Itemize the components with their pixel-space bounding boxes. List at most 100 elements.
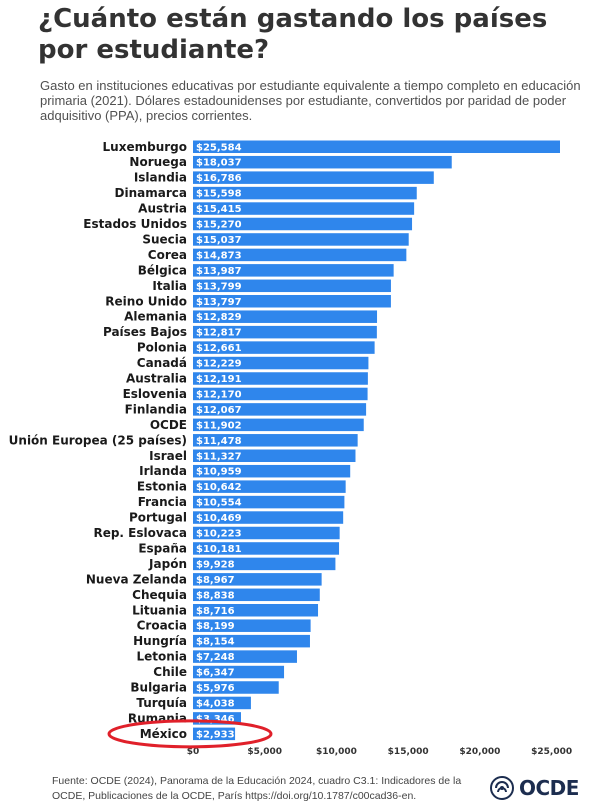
value-label: $6,347 <box>196 668 235 679</box>
bar <box>193 233 409 246</box>
value-label: $15,415 <box>196 204 242 215</box>
category-label: Croacia <box>137 619 187 633</box>
category-label: Hungría <box>133 634 187 648</box>
bar <box>193 727 236 741</box>
category-label: Bélgica <box>138 263 187 277</box>
category-label: Chile <box>153 665 187 679</box>
bar <box>193 480 346 493</box>
value-label: $11,327 <box>196 451 242 462</box>
x-tick-label: $5,000 <box>247 747 282 757</box>
category-label: Chequia <box>132 588 187 602</box>
category-label: Letonia <box>136 650 187 664</box>
bar <box>193 140 560 153</box>
bar <box>193 557 336 571</box>
bar <box>193 449 356 462</box>
source-note: Fuente: OCDE (2024), Panorama de la Educ… <box>52 775 462 802</box>
bar <box>193 588 320 602</box>
category-label: Nueva Zelanda <box>86 572 187 586</box>
chart-subtitle: Gasto en instituciones educativas por es… <box>40 78 581 123</box>
value-label: $12,191 <box>196 374 242 385</box>
bar <box>193 387 368 401</box>
value-label: $12,817 <box>196 328 242 339</box>
category-label: Polonia <box>137 341 187 355</box>
category-label: Países Bajos <box>103 325 187 339</box>
bar <box>193 681 279 694</box>
bar <box>193 634 310 648</box>
category-label: Canadá <box>137 356 187 370</box>
category-label: Austria <box>138 202 187 216</box>
value-label: $9,928 <box>196 559 235 570</box>
category-label: Lituania <box>132 603 187 617</box>
category-label: Estonia <box>137 480 187 494</box>
bar <box>193 434 358 447</box>
x-tick-label: $10,000 <box>316 747 357 757</box>
category-label: Alemania <box>124 310 187 324</box>
value-label: $16,786 <box>196 173 242 184</box>
category-label: OCDE <box>150 418 187 432</box>
bar <box>193 495 345 509</box>
bar <box>193 186 417 200</box>
value-label: $3,346 <box>196 714 235 725</box>
category-label: Australia <box>126 372 187 386</box>
bar <box>193 264 394 277</box>
category-label: Islandia <box>134 171 187 185</box>
value-label: $14,873 <box>196 250 242 261</box>
bar <box>193 573 322 586</box>
bar-chart: Luxemburgo $25,584 Noruega $18,037 Islandia $… <box>9 140 572 757</box>
value-label: $8,199 <box>196 621 235 632</box>
value-label: $15,270 <box>196 220 242 231</box>
bar <box>193 526 340 540</box>
bar <box>193 619 311 632</box>
category-label: Japón <box>148 557 187 571</box>
value-label: $12,829 <box>196 312 242 323</box>
value-label: $11,478 <box>196 436 242 447</box>
bar <box>193 696 251 710</box>
category-label: Eslovenia <box>123 387 187 401</box>
logo-text: OCDE <box>519 776 579 800</box>
bar <box>193 279 391 293</box>
x-tick-label: $15,000 <box>388 747 429 757</box>
category-label: Dinamarca <box>115 186 187 200</box>
bar <box>193 325 377 339</box>
value-label: $12,229 <box>196 359 242 370</box>
value-label: $7,248 <box>196 652 235 663</box>
x-axis: $0 $5,000 $10,000 $15,000 $20,000 $25,000 <box>187 747 572 757</box>
category-label: Noruega <box>129 155 187 169</box>
bar <box>193 665 285 679</box>
value-label: $15,037 <box>196 235 242 246</box>
category-label: España <box>138 541 187 555</box>
value-label: $18,037 <box>196 158 242 169</box>
value-label: $8,154 <box>196 637 235 648</box>
bar <box>193 155 452 169</box>
value-label: $8,716 <box>196 606 235 617</box>
category-label: Estados Unidos <box>83 217 187 231</box>
category-label: Suecia <box>142 232 187 246</box>
value-label: $13,799 <box>196 281 242 292</box>
value-label: $10,959 <box>196 467 242 478</box>
value-label: $12,067 <box>196 405 242 416</box>
category-label: Luxemburgo <box>103 140 187 154</box>
category-label: Unión Europea (25 países) <box>9 433 187 447</box>
category-label: Portugal <box>129 511 187 525</box>
value-label: $10,181 <box>196 544 242 555</box>
category-label: Corea <box>148 248 187 262</box>
x-tick-label: $0 <box>187 747 200 757</box>
value-label: $15,598 <box>196 189 242 200</box>
x-tick-label: $20,000 <box>459 747 500 757</box>
highlight-layer <box>107 719 273 749</box>
bar <box>193 464 351 478</box>
value-label: $11,902 <box>196 420 242 431</box>
bar <box>193 650 297 663</box>
category-label: Finlandia <box>125 402 187 416</box>
value-label: $25,584 <box>196 142 242 153</box>
category-label: Turquía <box>136 696 187 710</box>
value-label: $10,554 <box>196 498 242 509</box>
category-label: Francia <box>138 495 187 509</box>
highlight-ring <box>107 719 273 749</box>
bar <box>193 418 364 432</box>
value-label: $12,661 <box>196 343 242 354</box>
value-label: $5,976 <box>196 683 235 694</box>
category-label: México <box>140 727 187 741</box>
bar <box>193 604 319 617</box>
bar <box>193 372 368 385</box>
